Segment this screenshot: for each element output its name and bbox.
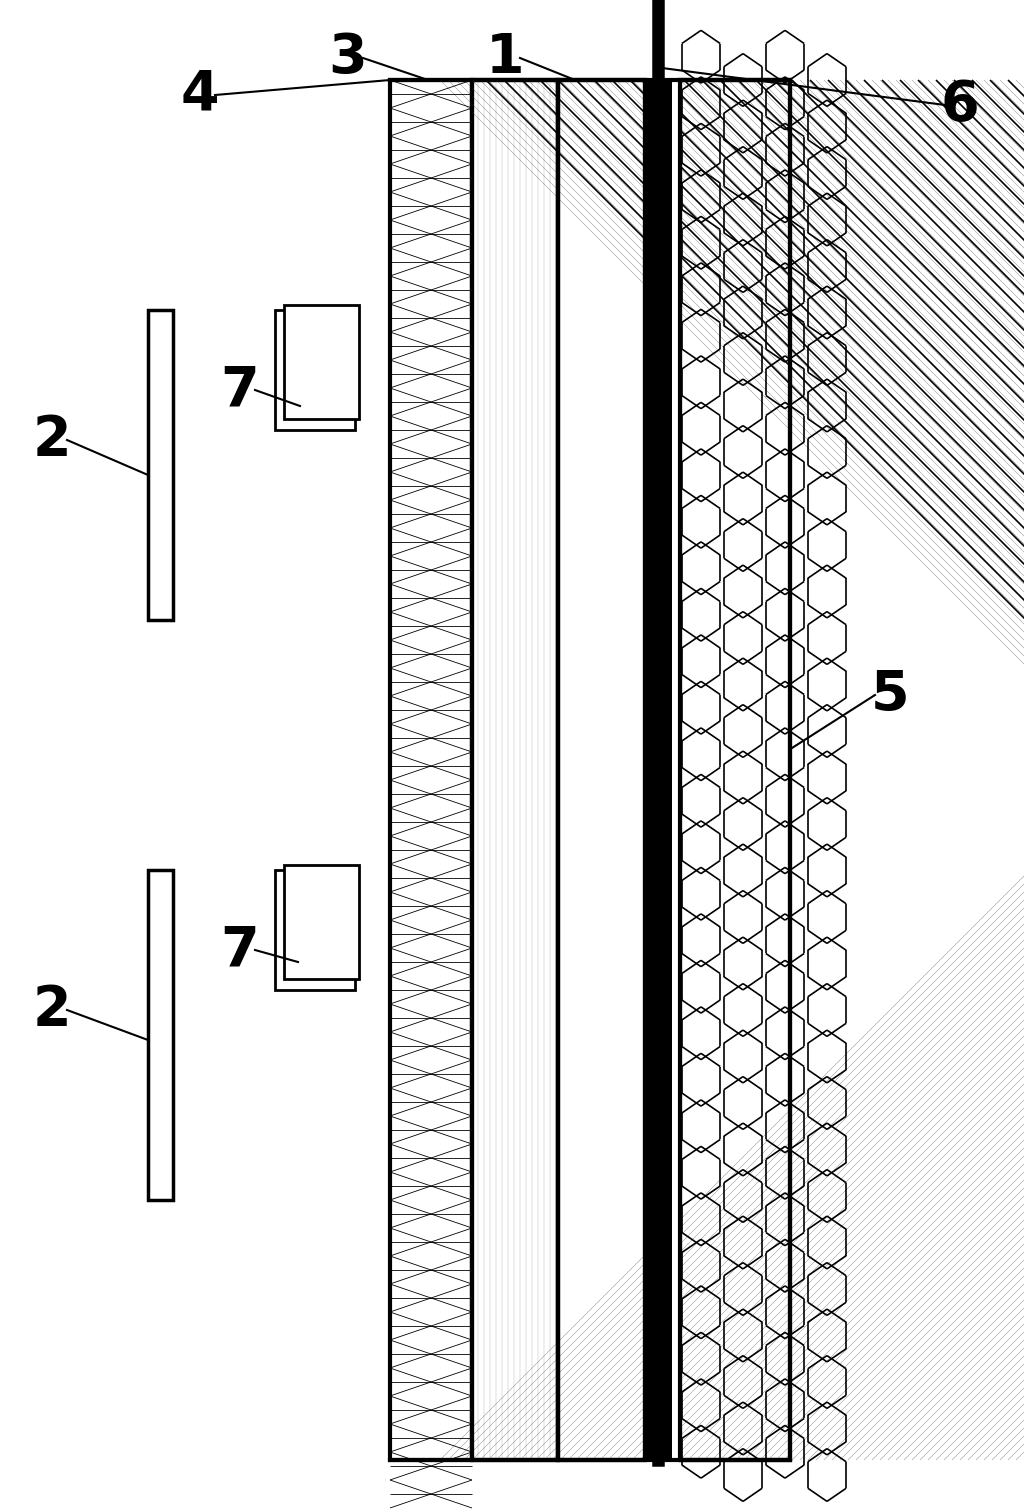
- Bar: [472, 80, 558, 1461]
- Circle shape: [648, 810, 668, 830]
- Text: 6: 6: [941, 79, 979, 132]
- Bar: [680, 80, 790, 1461]
- Bar: [275, 869, 355, 990]
- Text: 7: 7: [221, 922, 259, 977]
- Bar: [672, 80, 680, 1461]
- Bar: [284, 304, 358, 419]
- Text: 2: 2: [33, 413, 72, 467]
- Bar: [680, 80, 790, 1461]
- Bar: [558, 80, 645, 1461]
- Text: 7: 7: [221, 363, 259, 417]
- Bar: [472, 80, 558, 1461]
- Text: 3: 3: [329, 32, 368, 85]
- Bar: [275, 310, 355, 429]
- Bar: [645, 80, 672, 1461]
- Bar: [148, 310, 173, 620]
- Bar: [148, 869, 173, 1201]
- Text: 1: 1: [485, 32, 524, 85]
- Text: 4: 4: [181, 68, 219, 122]
- Bar: [284, 865, 358, 980]
- Bar: [558, 80, 645, 1461]
- Text: 2: 2: [33, 983, 72, 1037]
- Bar: [390, 80, 472, 1461]
- Text: 5: 5: [870, 668, 909, 723]
